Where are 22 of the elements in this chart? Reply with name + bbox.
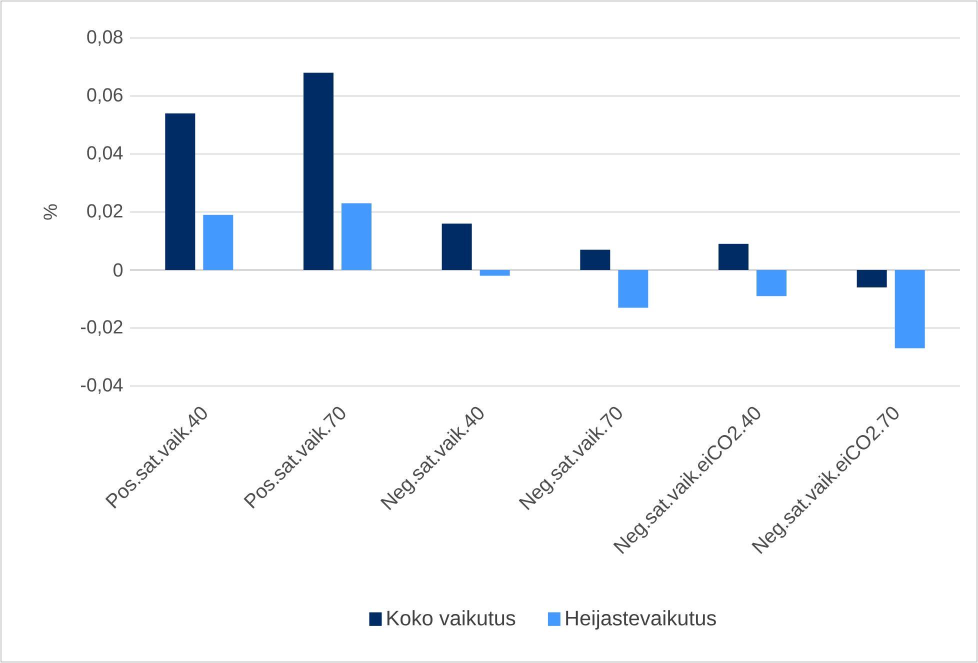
bar bbox=[756, 270, 787, 296]
y-tick-label: -0,02 bbox=[80, 320, 122, 336]
y-tick-label: 0,06 bbox=[87, 88, 122, 104]
bar bbox=[165, 113, 196, 270]
bar bbox=[856, 270, 887, 288]
y-tick-label: 0,02 bbox=[87, 204, 122, 220]
bar bbox=[342, 203, 372, 270]
legend-label: Heijastevaikutus bbox=[566, 610, 716, 630]
y-tick-label: 0 bbox=[114, 263, 123, 277]
bar bbox=[718, 244, 749, 270]
y-tick-label: 0,04 bbox=[87, 146, 123, 162]
legend-label: Koko vaikutus bbox=[387, 610, 516, 626]
bar bbox=[618, 270, 648, 308]
y-tick-label: 0,08 bbox=[87, 30, 122, 46]
y-tick-label: -0,04 bbox=[80, 378, 123, 394]
bar bbox=[580, 250, 610, 270]
bar bbox=[442, 224, 472, 270]
bar bbox=[304, 72, 334, 270]
y-axis-title: % bbox=[44, 204, 57, 220]
bar bbox=[480, 270, 510, 276]
bar bbox=[203, 214, 234, 270]
bar bbox=[894, 270, 925, 348]
